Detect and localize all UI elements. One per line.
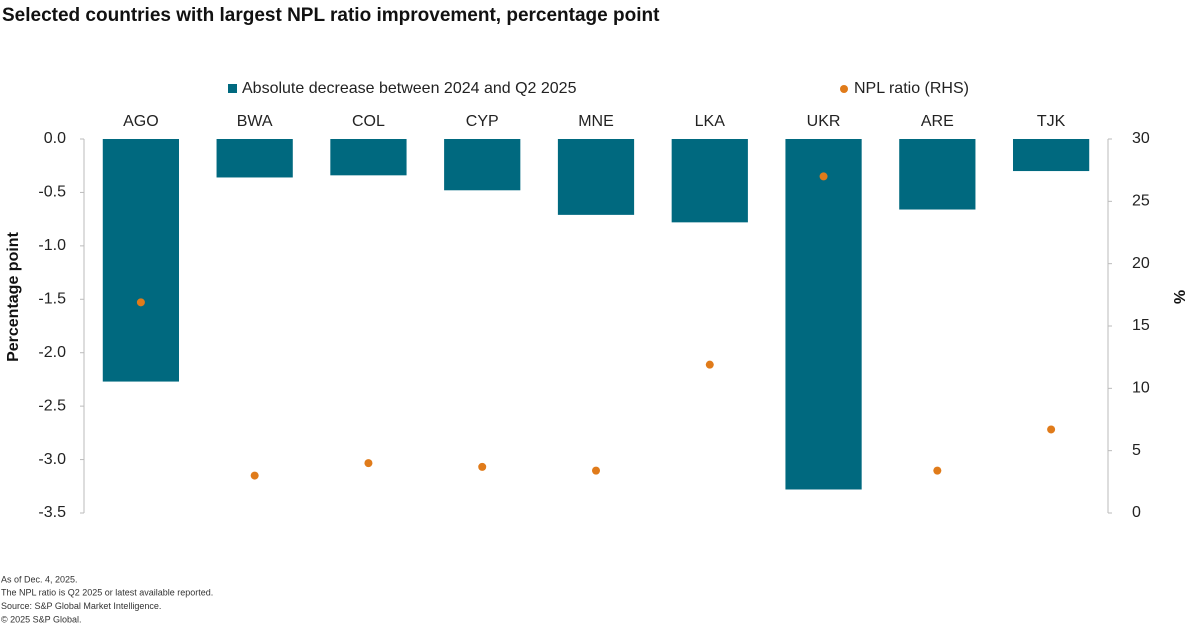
y2-tick-label: 15 (1132, 317, 1150, 334)
bar (330, 139, 407, 176)
y-axis-title: Percentage point (5, 231, 22, 361)
footnote: © 2025 S&P Global. (1, 614, 82, 624)
x-tick-label: LKA (695, 113, 726, 130)
footnote: Source: S&P Global Market Intelligence. (1, 601, 161, 611)
dot (592, 466, 600, 475)
bar (102, 139, 180, 382)
x-tick-label: COL (352, 113, 385, 130)
dot (250, 471, 259, 480)
bar (1012, 139, 1090, 172)
y2-tick-label: 20 (1132, 255, 1150, 272)
footnote: The NPL ratio is Q2 2025 or latest avail… (1, 588, 213, 598)
y-tick-label: -1.0 (38, 237, 66, 254)
bar (785, 139, 862, 490)
dot (364, 459, 373, 468)
dot (819, 172, 828, 181)
dot (136, 298, 145, 307)
legend-label: Absolute decrease between 2024 and Q2 20… (242, 80, 577, 97)
x-tick-label: BWA (237, 113, 273, 130)
y-tick-label: -0.5 (38, 184, 66, 201)
y2-tick-label: 30 (1132, 130, 1150, 147)
bar (444, 139, 521, 191)
y2-tick-label: 5 (1132, 442, 1141, 459)
bar (557, 139, 635, 215)
bar (899, 139, 976, 210)
x-tick-label: CYP (466, 113, 499, 130)
x-tick-label: AGO (123, 113, 159, 130)
footnote: As of Dec. 4, 2025. (1, 574, 78, 584)
y-tick-label: -1.5 (38, 291, 66, 308)
legend-swatch (840, 85, 848, 93)
y-tick-label: -3.0 (38, 451, 66, 468)
y2-tick-label: 0 (1132, 504, 1141, 521)
y2-axis-title: % (1170, 290, 1187, 304)
x-tick-label: MNE (578, 113, 614, 130)
dot (705, 360, 714, 369)
y-tick-label: -2.0 (38, 344, 66, 361)
x-tick-label: TJK (1037, 113, 1066, 130)
x-tick-label: UKR (807, 113, 841, 130)
x-tick-label: ARE (921, 113, 954, 130)
dot (933, 466, 942, 475)
dot (1047, 425, 1056, 434)
y2-tick-label: 10 (1132, 380, 1150, 397)
dot (478, 462, 487, 471)
legend-swatch (228, 84, 237, 93)
chart-title: Selected countries with largest NPL rati… (2, 5, 660, 26)
bar (216, 139, 293, 178)
y-tick-label: -3.5 (38, 504, 66, 521)
legend-label: NPL ratio (RHS) (854, 80, 969, 97)
y-tick-label: -2.5 (38, 397, 66, 414)
bar (671, 139, 748, 223)
y2-tick-label: 25 (1132, 193, 1150, 210)
y-tick-label: 0.0 (44, 130, 66, 147)
